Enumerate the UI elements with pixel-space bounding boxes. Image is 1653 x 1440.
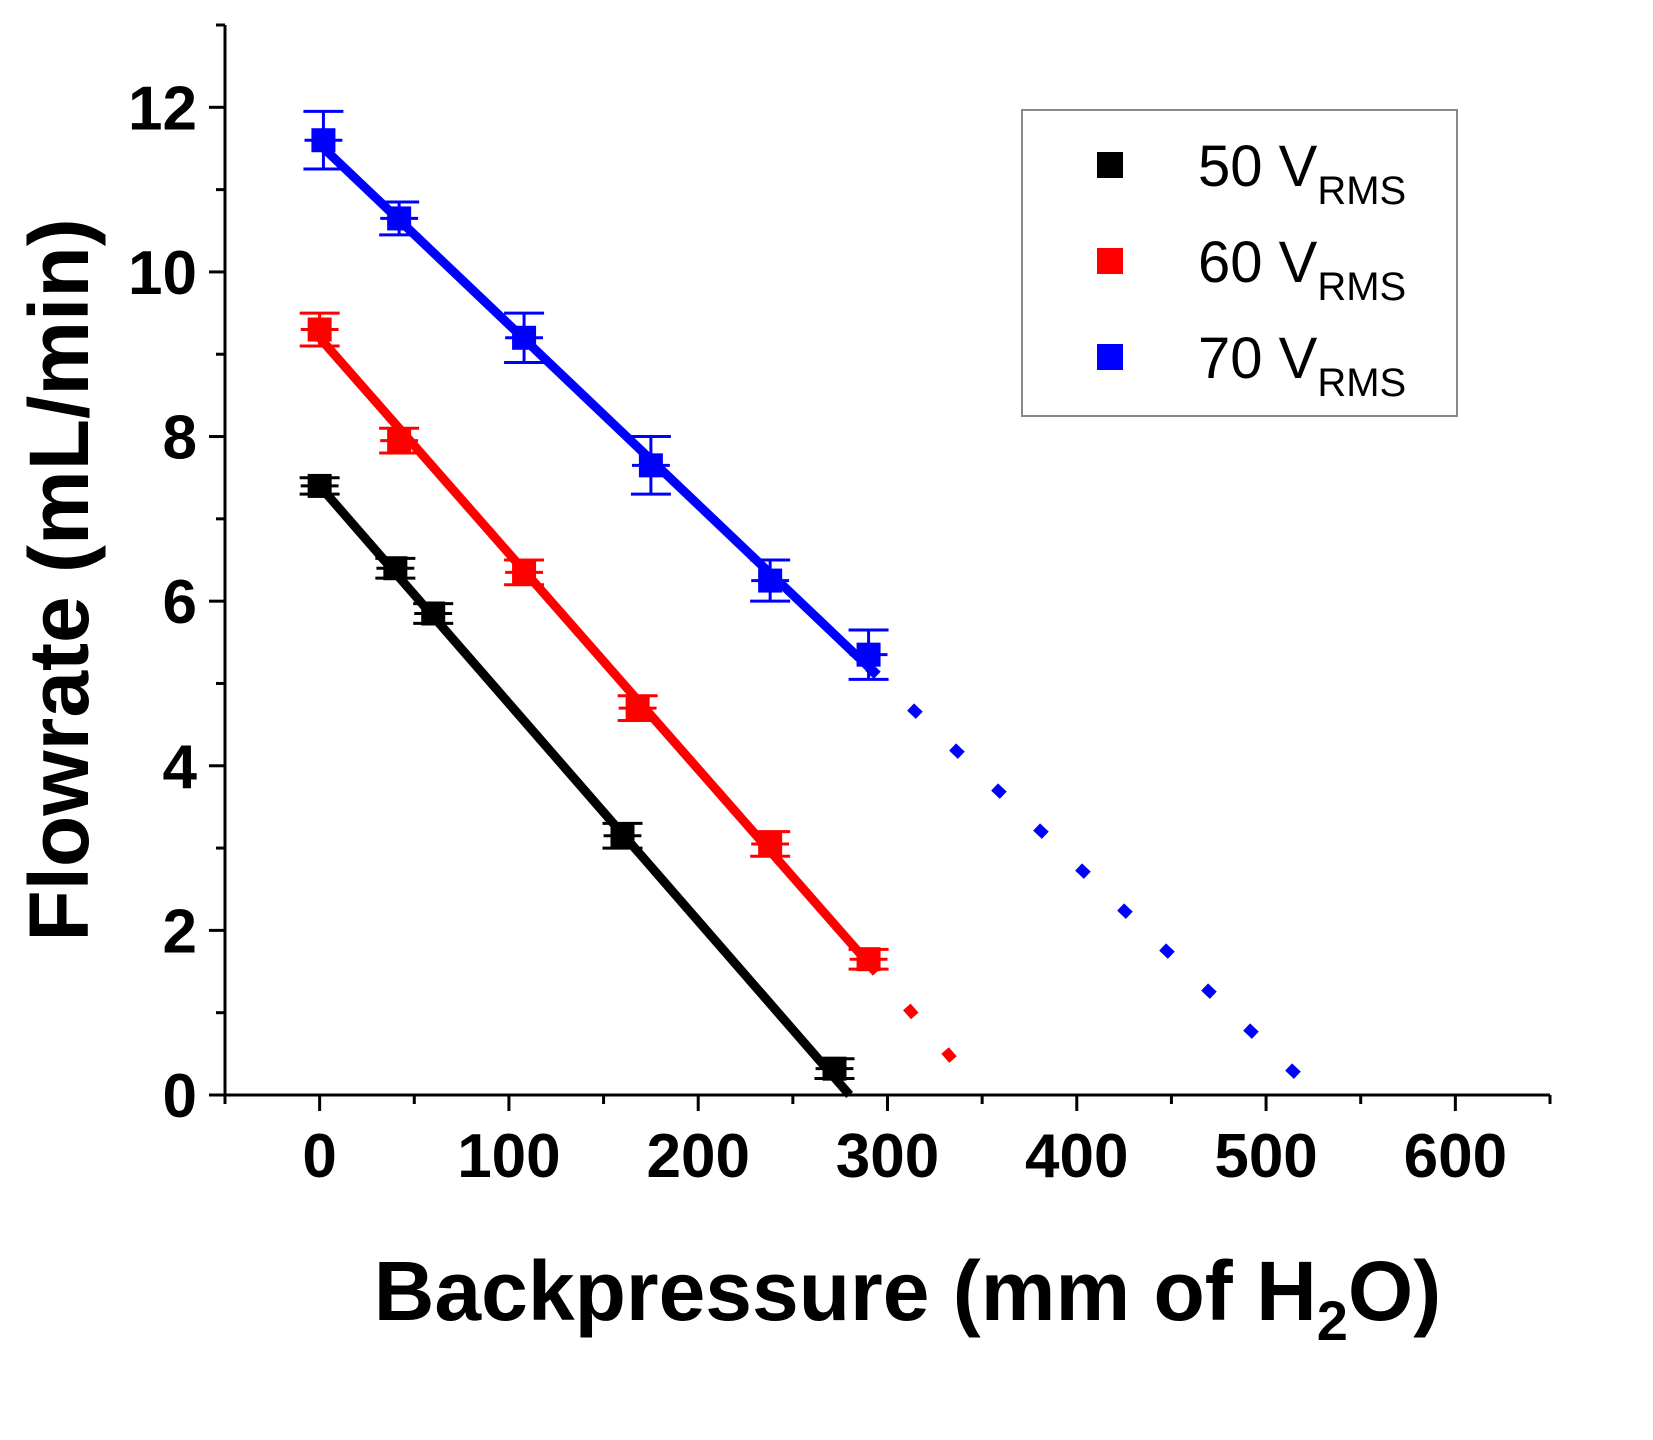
legend-box <box>1021 109 1458 417</box>
data-point <box>379 426 420 455</box>
data-point <box>299 473 340 498</box>
y-tick-label: 12 <box>128 74 197 143</box>
legend-label: 70 VRMS <box>1198 326 1406 405</box>
data-point <box>413 601 454 626</box>
point-marker <box>856 947 881 972</box>
legend-label-main: 70 V <box>1198 326 1318 391</box>
axes: 0 100 200 300 400 500 600 0 2 4 6 8 10 12 <box>128 23 1552 1191</box>
x-tick-label: 600 <box>1404 1122 1507 1191</box>
data-point <box>379 200 420 237</box>
point-marker <box>625 696 650 721</box>
data-point <box>504 558 545 587</box>
legend-label-subscript: RMS <box>1317 169 1406 213</box>
point-marker <box>856 642 881 667</box>
extrapolation-line <box>865 663 1312 1089</box>
x-axis-title-tail: O) <box>1348 1244 1441 1338</box>
x-tick-label: 300 <box>836 1122 939 1191</box>
data-point <box>750 558 791 603</box>
data-point <box>504 311 545 364</box>
data-point <box>750 830 791 858</box>
x-tick-label: 200 <box>646 1122 749 1191</box>
point-marker <box>610 823 635 848</box>
y-tick-label: 6 <box>163 568 197 637</box>
x-axis-title-subscript: 2 <box>1317 1289 1348 1352</box>
legend-label-main: 60 V <box>1198 230 1318 295</box>
x-tick-label: 0 <box>302 1122 336 1191</box>
point-marker <box>512 325 537 350</box>
x-tick-label: 100 <box>457 1122 560 1191</box>
data-point <box>848 947 889 972</box>
x-tick-label: 500 <box>1214 1122 1317 1191</box>
data-point <box>303 109 344 171</box>
y-tick-label: 8 <box>163 404 197 473</box>
x-axis-title-main: Backpressure (mm of H <box>374 1244 1317 1338</box>
point-marker <box>383 556 408 581</box>
legend-label-subscript: RMS <box>1317 361 1406 405</box>
legend-marker <box>1097 152 1123 178</box>
point-marker <box>307 473 332 498</box>
point-marker <box>421 601 446 626</box>
y-tick-label: 2 <box>163 897 197 966</box>
legend-label: 50 VRMS <box>1198 134 1406 213</box>
point-marker <box>307 317 332 342</box>
legend-label-subscript: RMS <box>1317 265 1406 309</box>
y-axis-title: Flowrate (mL/min) <box>12 218 106 941</box>
point-marker <box>822 1056 847 1081</box>
fit-line <box>316 482 854 1098</box>
point-marker <box>311 128 336 153</box>
legend-label: 60 VRMS <box>1198 230 1406 309</box>
y-tick-label: 10 <box>128 239 197 308</box>
extrapolation-line <box>864 960 958 1064</box>
point-marker <box>638 453 663 478</box>
data-point <box>375 556 416 581</box>
point-marker <box>758 568 783 593</box>
legend-marker <box>1097 248 1123 274</box>
data-points <box>299 109 889 1081</box>
data-point <box>602 821 643 850</box>
x-tick-label: 400 <box>1025 1122 1128 1191</box>
legend-marker <box>1097 344 1123 370</box>
y-tick-label: 0 <box>163 1062 197 1131</box>
data-point <box>630 435 671 496</box>
data-point <box>299 311 340 348</box>
x-axis-title: Backpressure (mm of H2O) <box>374 1244 1441 1352</box>
data-point <box>814 1056 855 1081</box>
legend-label-main: 50 V <box>1198 134 1318 199</box>
point-marker <box>512 560 537 585</box>
point-marker <box>387 206 412 231</box>
y-tick-label: 4 <box>163 733 198 802</box>
point-marker <box>387 428 412 453</box>
data-point <box>848 628 889 681</box>
data-point <box>617 694 658 722</box>
point-marker <box>758 831 783 856</box>
